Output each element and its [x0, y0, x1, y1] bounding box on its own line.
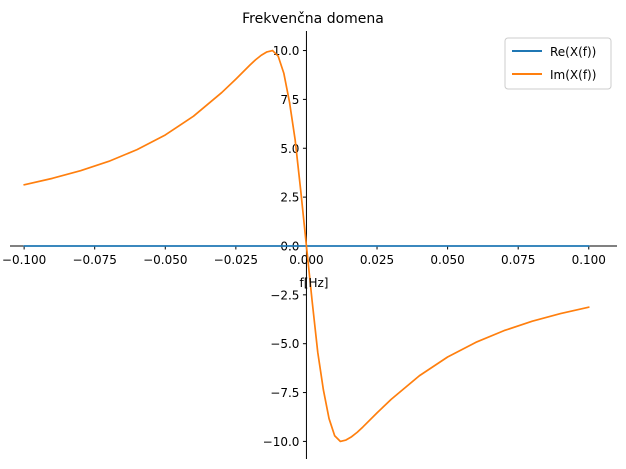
- x-tick-label: 0.050: [430, 253, 464, 267]
- legend: Re(X(f)) Im(X(f)): [504, 37, 612, 90]
- x-tick-label: 0.100: [572, 253, 606, 267]
- y-tick-label: −7.5: [270, 386, 299, 400]
- chart-title: Frekvenčna domena: [242, 11, 384, 27]
- y-tick-label: 10.0: [273, 44, 300, 58]
- x-axis-label: f[Hz]: [300, 276, 329, 290]
- x-tick-label: −0.100: [2, 253, 46, 267]
- y-tick-label: −2.5: [270, 288, 299, 302]
- y-tick-label: 5.0: [280, 142, 299, 156]
- x-tick-label: −0.025: [214, 253, 258, 267]
- legend-label-re: Re(X(f)): [550, 45, 596, 59]
- series-layer: [23, 49, 590, 443]
- y-tick-label: −10.0: [263, 435, 300, 449]
- x-tick-label: −0.050: [143, 253, 187, 267]
- y-tick-label: 2.5: [280, 191, 299, 205]
- series-line-im: [23, 49, 590, 443]
- legend-label-im: Im(X(f)): [550, 68, 596, 82]
- y-tick-label: −5.0: [270, 337, 299, 351]
- x-tick-label: 0.025: [360, 253, 394, 267]
- x-ticks: −0.100 −0.075 −0.050 −0.025 0.000 0.025 0.050 0…: [2, 245, 606, 267]
- x-tick-label: −0.075: [72, 253, 116, 267]
- x-tick-label: 0.075: [501, 253, 535, 267]
